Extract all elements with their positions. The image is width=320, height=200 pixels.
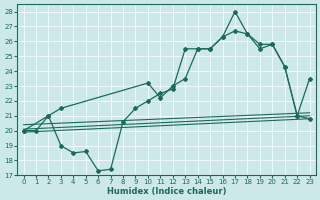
X-axis label: Humidex (Indice chaleur): Humidex (Indice chaleur) [107, 187, 226, 196]
